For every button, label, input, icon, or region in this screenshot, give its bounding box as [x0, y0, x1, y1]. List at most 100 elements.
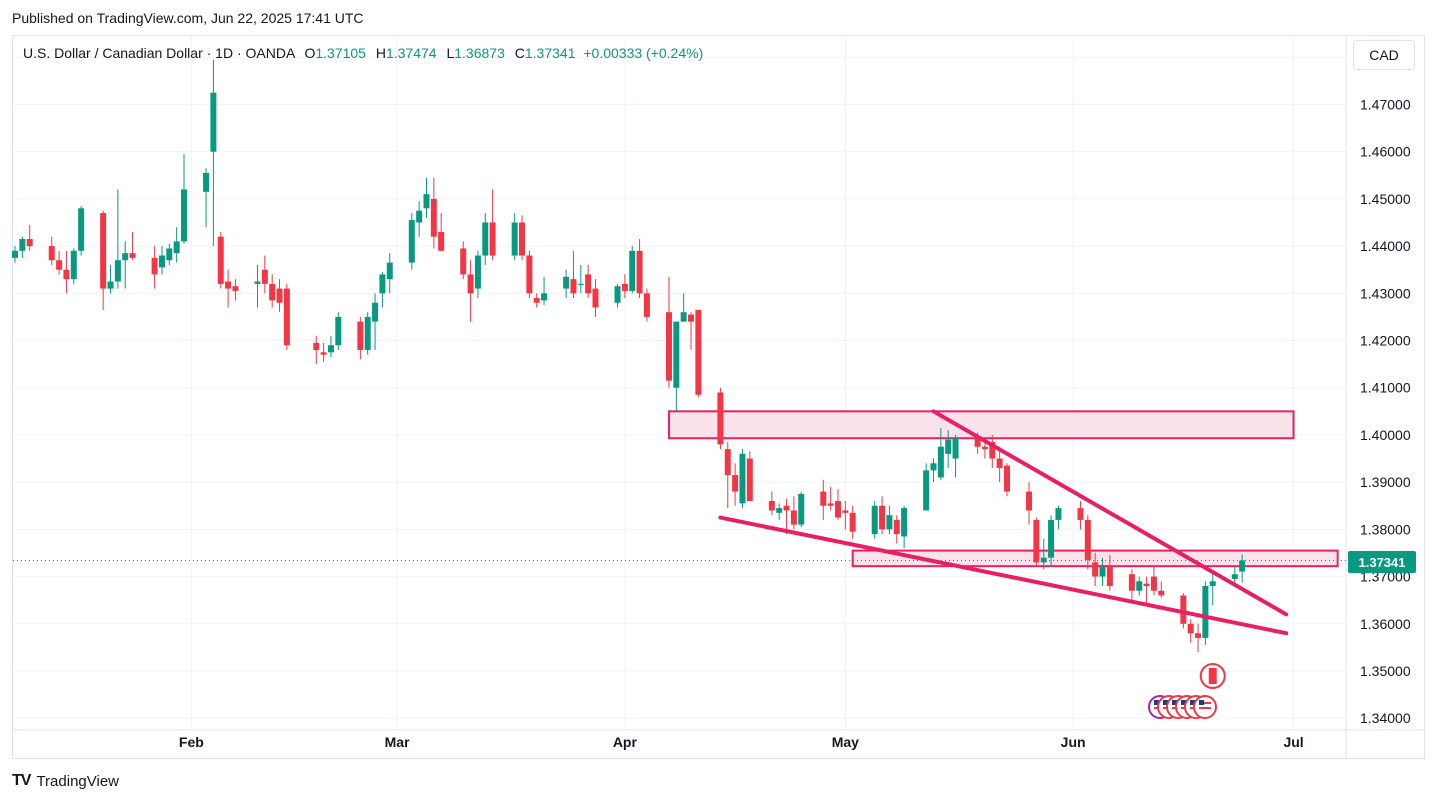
y-tick-label: 1.44000	[1360, 238, 1411, 254]
y-tick-label: 1.41000	[1360, 380, 1411, 396]
candle-body	[181, 189, 188, 242]
candle-body	[1033, 519, 1040, 563]
candle-body	[842, 510, 849, 513]
candle-body	[746, 458, 753, 502]
candle-body	[739, 453, 746, 504]
candle-body	[688, 314, 695, 322]
candle-body	[357, 321, 364, 350]
y-tick-label: 1.35000	[1360, 663, 1411, 679]
candle-body	[886, 515, 893, 530]
candle-body	[408, 220, 415, 263]
candle-body	[563, 276, 570, 289]
candle-body	[717, 392, 724, 445]
trendline-1	[718, 515, 1289, 636]
candle-body	[996, 458, 1003, 468]
us-flag-stripe	[1199, 702, 1211, 704]
candle-body	[158, 255, 165, 268]
candle-body	[1180, 595, 1187, 624]
candle-body	[489, 222, 496, 256]
candle-body	[151, 257, 158, 275]
x-tick-label: Feb	[179, 734, 204, 750]
candle-body	[577, 283, 584, 285]
candle-body	[1106, 567, 1113, 587]
close-value: 1.37341	[524, 45, 576, 61]
candle-body	[541, 293, 548, 301]
candle-body	[732, 475, 739, 492]
candle-body	[276, 288, 283, 303]
y-tick-label: 1.47000	[1360, 96, 1411, 112]
candle-body	[210, 92, 217, 152]
high-label: H	[375, 45, 386, 61]
candle-body	[70, 250, 77, 280]
candle-body	[1040, 557, 1047, 563]
candle-body	[1195, 633, 1202, 638]
y-tick-label: 1.34000	[1360, 710, 1411, 726]
candle-body	[63, 269, 70, 280]
us-flag-canton	[1181, 700, 1186, 705]
candle-body	[695, 309, 702, 395]
us-flag-canton	[1154, 700, 1159, 705]
candle-body	[203, 172, 210, 192]
x-tick-label: May	[832, 734, 859, 750]
candle-body	[320, 352, 327, 355]
candle-body	[724, 449, 731, 476]
x-tick-label: Mar	[385, 734, 410, 750]
candle-body	[783, 505, 790, 511]
candle-body	[981, 446, 988, 450]
y-tick-label: 1.43000	[1360, 285, 1411, 301]
candle-body	[379, 274, 386, 294]
y-tick-label: 1.42000	[1360, 333, 1411, 349]
candle-body	[673, 321, 680, 388]
candle-body	[19, 239, 26, 251]
candle-body	[1003, 465, 1010, 492]
candle-body	[56, 260, 63, 270]
candle-body	[48, 246, 55, 261]
candle-body	[78, 208, 85, 251]
symbol-legend: U.S. Dollar / Canadian Dollar · 1D · OAN…	[23, 45, 703, 61]
candle-body	[26, 239, 33, 247]
candle-body	[533, 298, 540, 303]
candle-body	[1158, 590, 1165, 596]
candle-body	[592, 288, 599, 308]
candle-body	[871, 505, 878, 535]
candle-body	[482, 222, 489, 256]
candle-body	[1209, 581, 1216, 587]
candle-body	[386, 262, 393, 280]
candle-body	[114, 260, 121, 282]
candle-body	[1055, 508, 1062, 520]
candle-body	[129, 253, 136, 258]
candle-body	[1239, 560, 1246, 572]
candle-body	[269, 283, 276, 301]
symbol-name[interactable]: U.S. Dollar / Canadian Dollar · 1D · OAN…	[23, 45, 295, 61]
currency-button[interactable]: CAD	[1353, 40, 1415, 70]
candle-body	[636, 250, 643, 294]
candle-body	[372, 302, 379, 322]
candle-body	[511, 222, 518, 256]
chart-pane[interactable]	[12, 35, 1425, 759]
candle-body	[335, 316, 342, 346]
candle-body	[937, 446, 944, 478]
candle-body	[122, 253, 129, 261]
footer-brand[interactable]: TV TradingView	[12, 772, 119, 790]
candle-body	[107, 281, 114, 289]
candle-body	[790, 510, 797, 525]
candle-body	[989, 442, 996, 459]
candle-body	[1128, 574, 1135, 591]
candle-body	[621, 283, 628, 291]
candle-body	[614, 286, 621, 303]
zone-rectangle-1	[667, 410, 1295, 440]
candle-body	[768, 501, 775, 511]
candle-body	[879, 505, 886, 530]
candle-body	[901, 508, 908, 537]
candle-body	[952, 437, 959, 459]
candle-body	[283, 288, 290, 346]
canada-flag-icon-leaf	[1208, 668, 1217, 684]
candle-body	[460, 248, 467, 275]
candle-body	[423, 194, 430, 209]
candle-body	[1077, 508, 1084, 520]
candle-body	[1026, 491, 1033, 511]
candle-body	[570, 279, 577, 294]
change-value: +0.00333 (+0.24%)	[583, 45, 704, 61]
candle-body	[12, 250, 18, 258]
